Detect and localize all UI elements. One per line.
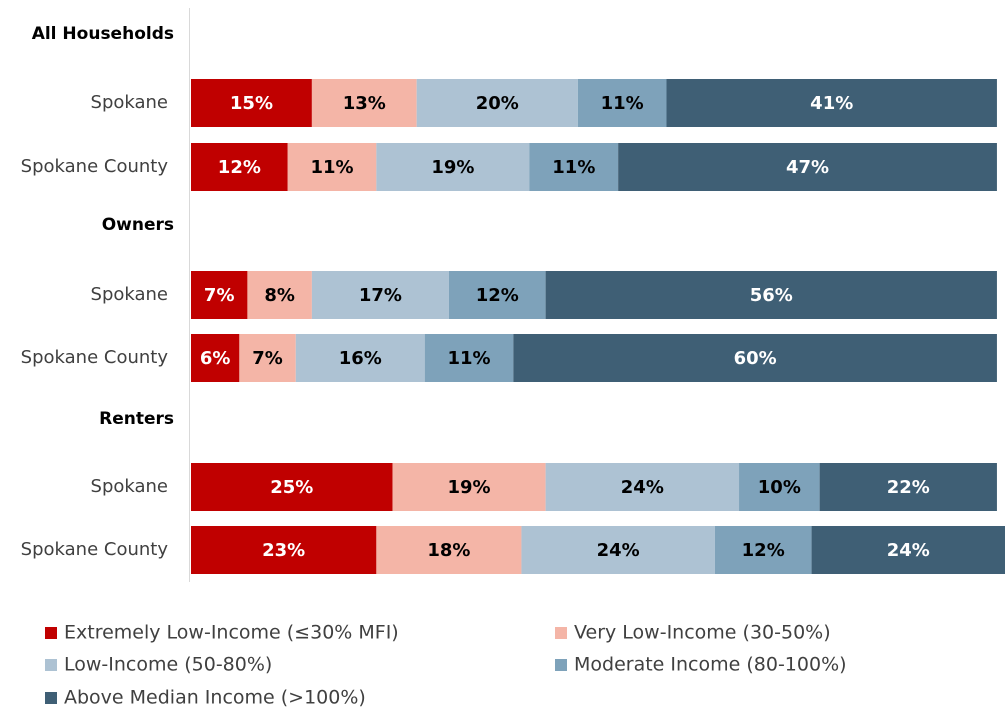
bar-segment [618,143,997,191]
bar-segment [191,143,288,191]
bar-segment [392,463,546,511]
data-label: 41% [810,93,853,114]
data-label: 60% [734,348,777,369]
data-label: 8% [264,285,295,306]
data-label: 47% [786,157,829,178]
data-label: 25% [270,477,313,498]
bar-segment [545,271,997,319]
data-label: 11% [310,157,353,178]
bar-segment [239,334,296,382]
bar-segment [666,79,997,127]
data-label: 11% [552,157,595,178]
category-label: Spokane County [21,156,169,177]
data-label: 19% [448,477,491,498]
bar-segment [191,271,248,319]
bar-segment [376,143,530,191]
legend-label: Very Low-Income (30-50%) [574,622,831,644]
data-label: 16% [339,348,382,369]
data-label: 7% [252,348,283,369]
category-label: Spokane County [21,539,169,560]
category-label: Spokane [91,284,168,305]
category-label: Spokane County [21,347,169,368]
bar-segment [311,79,417,127]
bar-segment [191,463,393,511]
bar-segment [545,463,740,511]
bar-segment [247,271,312,319]
group-label: Renters [99,409,174,429]
legend-label: Extremely Low-Income (≤30% MFI) [64,622,399,644]
bar-segment [376,526,522,574]
bar-segment [416,79,578,127]
bar-segment [287,143,377,191]
data-label: 11% [448,348,491,369]
data-label: 18% [427,540,470,561]
data-label: 23% [262,540,305,561]
data-label: 12% [742,540,785,561]
data-label: 11% [601,93,644,114]
legend-swatch [45,627,57,639]
data-label: 12% [218,157,261,178]
data-label: 22% [887,477,930,498]
bar-segment [529,143,619,191]
data-label: 6% [200,348,231,369]
legend-label: Low-Income (50-80%) [64,654,272,676]
group-label: Owners [102,215,174,235]
bar-segment [513,334,997,382]
data-label: 10% [758,477,801,498]
category-label: Spokane [91,476,168,497]
legend-swatch [555,659,567,671]
bar-segment [714,526,812,574]
legend-swatch [45,692,57,704]
bar-segment [424,334,514,382]
bar-segment [191,79,312,127]
bar-segment [295,334,425,382]
bar-segment [521,526,715,574]
group-label: All Households [32,24,174,44]
data-label: 24% [621,477,664,498]
bar-segment [577,79,667,127]
bar-segment [191,334,240,382]
bar-segment [739,463,820,511]
bar-segment [811,526,1005,574]
legend-label: Moderate Income (80-100%) [574,654,847,676]
data-label: 24% [887,540,930,561]
data-label: 15% [230,93,273,114]
data-label: 7% [204,285,235,306]
legend-swatch [45,659,57,671]
data-label: 56% [750,285,793,306]
bar-segment [311,271,449,319]
legend-swatch [555,627,567,639]
bar-segment [448,271,546,319]
data-label: 17% [359,285,402,306]
data-label: 13% [343,93,386,114]
data-label: 20% [476,93,519,114]
data-label: 19% [431,157,474,178]
data-label: 12% [476,285,519,306]
bar-segment [191,526,377,574]
bar-segment [819,463,997,511]
legend-label: Above Median Income (>100%) [64,687,366,709]
category-label: Spokane [91,92,168,113]
data-label: 24% [597,540,640,561]
